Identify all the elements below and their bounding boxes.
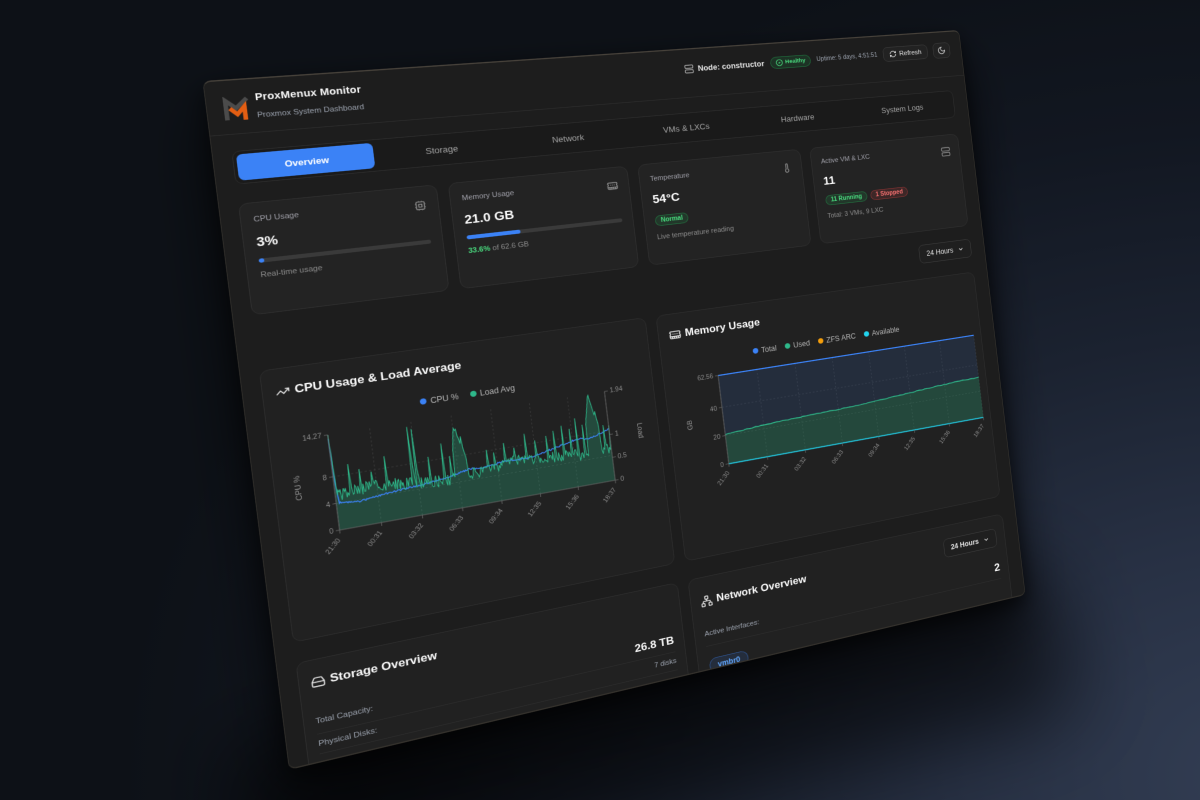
svg-text:1: 1 — [615, 430, 620, 438]
svg-text:1.94: 1.94 — [609, 385, 623, 394]
svg-text:09:34: 09:34 — [867, 442, 881, 459]
svg-text:06:33: 06:33 — [830, 449, 844, 465]
svg-text:00:31: 00:31 — [755, 463, 770, 480]
svg-text:CPU %: CPU % — [291, 475, 304, 502]
svg-text:8: 8 — [322, 474, 327, 483]
svg-text:12:35: 12:35 — [903, 436, 917, 452]
svg-text:0.5: 0.5 — [617, 451, 627, 460]
svg-text:06:33: 06:33 — [447, 514, 465, 532]
svg-text:12:35: 12:35 — [526, 500, 543, 518]
svg-text:18:37: 18:37 — [601, 486, 617, 503]
svg-text:0: 0 — [720, 461, 724, 469]
svg-text:20: 20 — [713, 433, 721, 441]
svg-text:21:30: 21:30 — [716, 470, 731, 487]
svg-text:15:36: 15:36 — [564, 493, 581, 511]
svg-text:Load: Load — [635, 422, 645, 439]
svg-text:09:34: 09:34 — [487, 507, 505, 526]
svg-text:15:36: 15:36 — [938, 429, 952, 445]
svg-text:4: 4 — [325, 501, 331, 510]
svg-text:21:30: 21:30 — [323, 537, 342, 556]
svg-text:00:31: 00:31 — [366, 529, 385, 548]
svg-text:03:32: 03:32 — [407, 522, 425, 540]
svg-text:14.27: 14.27 — [302, 432, 322, 443]
svg-text:40: 40 — [710, 405, 718, 413]
svg-text:GB: GB — [685, 419, 694, 430]
svg-text:62.56: 62.56 — [697, 373, 714, 383]
svg-text:0: 0 — [329, 527, 334, 536]
svg-text:03:32: 03:32 — [793, 456, 808, 473]
svg-text:0: 0 — [620, 475, 625, 483]
svg-text:18:37: 18:37 — [972, 423, 985, 439]
